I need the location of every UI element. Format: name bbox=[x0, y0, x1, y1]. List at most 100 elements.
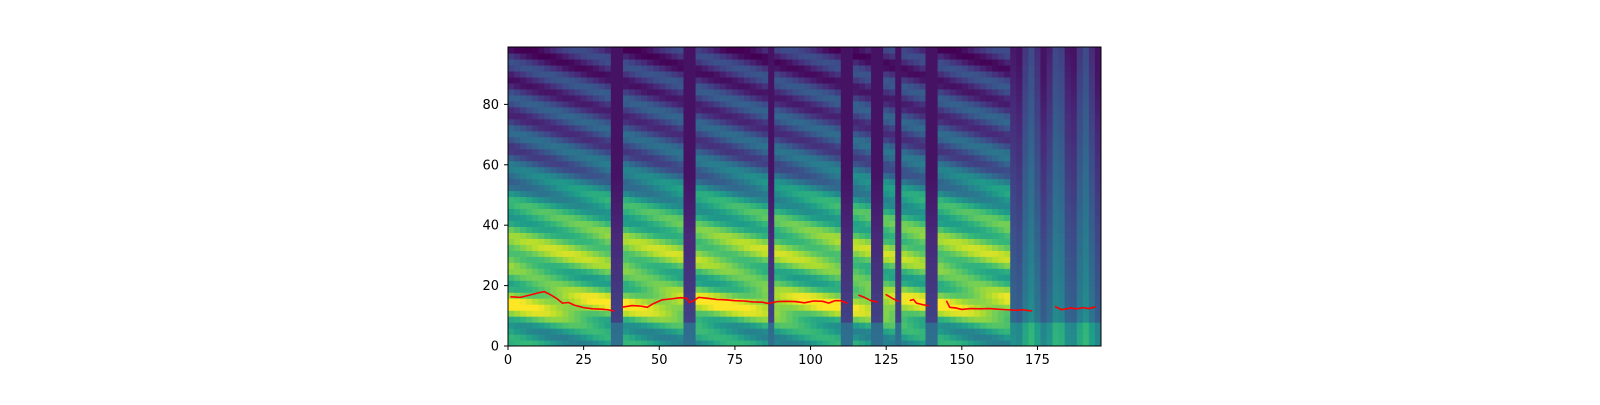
heatmap-cell bbox=[622, 298, 630, 305]
heatmap-cell bbox=[846, 130, 854, 138]
heatmap-cell bbox=[629, 64, 636, 72]
heatmap-cell bbox=[1070, 82, 1078, 90]
heatmap-cell bbox=[768, 256, 775, 263]
heatmap-cell bbox=[707, 232, 715, 239]
heatmap-cell bbox=[743, 238, 751, 245]
heatmap-cell bbox=[1040, 220, 1048, 227]
heatmap-cell bbox=[586, 166, 594, 174]
heatmap-cell bbox=[538, 250, 545, 257]
heatmap-cell bbox=[719, 220, 727, 227]
heatmap-cell bbox=[834, 262, 842, 269]
heatmap-cell bbox=[834, 64, 842, 72]
heatmap-cell bbox=[816, 292, 824, 299]
heatmap-cell bbox=[707, 208, 715, 216]
heatmap-cell bbox=[538, 274, 545, 281]
heatmap-cell bbox=[877, 124, 884, 132]
heatmap-cell bbox=[973, 190, 981, 198]
heatmap-cell bbox=[774, 172, 781, 180]
heatmap-cell bbox=[1088, 76, 1096, 84]
heatmap-cell bbox=[550, 232, 558, 239]
heatmap-cell bbox=[1040, 112, 1048, 120]
heatmap-cell bbox=[562, 178, 570, 186]
heatmap-cell bbox=[973, 328, 981, 335]
heatmap-cell bbox=[526, 94, 533, 102]
heatmap-cell bbox=[907, 58, 915, 66]
heatmap-cell bbox=[1040, 292, 1048, 299]
heatmap-cell bbox=[731, 178, 739, 186]
heatmap-cell bbox=[961, 166, 969, 174]
heatmap-cell bbox=[1016, 172, 1023, 180]
heatmap-cell bbox=[756, 214, 763, 222]
heatmap-cell bbox=[846, 124, 854, 132]
heatmap-cell bbox=[762, 220, 769, 227]
heatmap-cell bbox=[707, 202, 715, 210]
heatmap-cell bbox=[580, 160, 588, 168]
heatmap-cell bbox=[550, 340, 558, 346]
heatmap-cell bbox=[937, 112, 945, 120]
heatmap-cell bbox=[586, 178, 594, 186]
heatmap-cell bbox=[931, 52, 939, 60]
heatmap-cell bbox=[604, 172, 612, 180]
heatmap-cell bbox=[725, 220, 733, 227]
heatmap-cell bbox=[1028, 262, 1036, 269]
heatmap-cell bbox=[780, 172, 787, 180]
heatmap-cell bbox=[1010, 70, 1017, 78]
heatmap-cell bbox=[1076, 100, 1084, 108]
heatmap-cell bbox=[756, 262, 763, 269]
heatmap-cell bbox=[707, 52, 715, 60]
heatmap-cell bbox=[943, 130, 951, 138]
heatmap-cell bbox=[707, 106, 715, 114]
heatmap-cell bbox=[508, 250, 515, 257]
heatmap-cell bbox=[562, 292, 570, 299]
heatmap-cell bbox=[931, 274, 939, 281]
x-tick-label: 50 bbox=[651, 353, 668, 368]
heatmap-cell bbox=[701, 154, 709, 162]
heatmap-cell bbox=[508, 124, 515, 132]
heatmap-cell bbox=[725, 340, 733, 346]
heatmap-cell bbox=[804, 118, 812, 126]
heatmap-cell bbox=[1022, 238, 1029, 245]
heatmap-cell bbox=[1010, 82, 1017, 90]
heatmap-cell bbox=[786, 52, 793, 60]
heatmap-cell bbox=[707, 268, 715, 275]
heatmap-cell bbox=[695, 328, 703, 335]
heatmap-cell bbox=[979, 154, 987, 162]
heatmap-cell bbox=[895, 88, 902, 96]
heatmap-cell bbox=[846, 100, 854, 108]
heatmap-cell bbox=[568, 106, 576, 114]
heatmap-cell bbox=[653, 310, 660, 317]
heatmap-cell bbox=[538, 292, 545, 299]
heatmap-cell bbox=[622, 256, 630, 263]
heatmap-cell bbox=[671, 52, 679, 60]
heatmap-cell bbox=[580, 166, 588, 174]
heatmap-cell bbox=[1016, 58, 1023, 66]
heatmap-cell bbox=[1058, 148, 1066, 156]
heatmap-cell bbox=[822, 250, 830, 257]
heatmap-cell bbox=[883, 310, 890, 317]
heatmap-cell bbox=[1040, 334, 1048, 341]
heatmap-cell bbox=[629, 250, 636, 257]
heatmap-cell bbox=[731, 256, 739, 263]
heatmap-cell bbox=[883, 340, 890, 346]
heatmap-cell bbox=[629, 256, 636, 263]
heatmap-cell bbox=[810, 64, 818, 72]
heatmap-cell bbox=[871, 82, 878, 90]
heatmap-cell bbox=[804, 220, 812, 227]
heatmap-cell bbox=[762, 268, 769, 275]
heatmap-cell bbox=[834, 292, 842, 299]
heatmap-cell bbox=[562, 130, 570, 138]
heatmap-cell bbox=[580, 136, 588, 144]
heatmap-cell bbox=[695, 274, 703, 281]
heatmap-cell bbox=[949, 118, 957, 126]
heatmap-cell bbox=[689, 76, 697, 84]
heatmap-cell bbox=[901, 130, 908, 138]
heatmap-cell bbox=[846, 208, 854, 216]
heatmap-cell bbox=[1082, 160, 1090, 168]
heatmap-cell bbox=[792, 256, 800, 263]
heatmap-cell bbox=[828, 316, 836, 323]
heatmap-cell bbox=[1088, 250, 1096, 257]
heatmap-cell bbox=[979, 100, 987, 108]
heatmap-cell bbox=[780, 100, 787, 108]
heatmap-cell bbox=[737, 316, 745, 323]
heatmap-cell bbox=[574, 214, 582, 222]
